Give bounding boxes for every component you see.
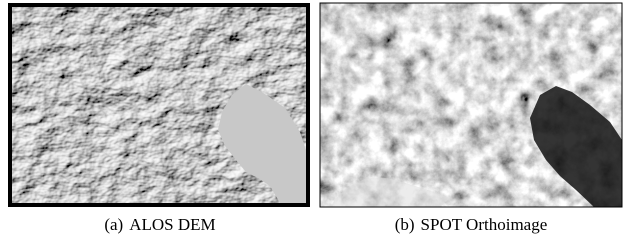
figure: (a) ALOS DEM (b) SPOT Orthoimage xyxy=(0,0,631,243)
caption-label: (a) xyxy=(104,215,123,234)
subfigure-a: (a) ALOS DEM xyxy=(8,3,310,234)
subfigure-b: (b) SPOT Orthoimage xyxy=(320,3,622,234)
caption: (b) SPOT Orthoimage xyxy=(395,215,548,234)
caption-text: ALOS DEM xyxy=(129,215,215,234)
caption: (a) ALOS DEM xyxy=(104,215,215,234)
caption-text: SPOT Orthoimage xyxy=(421,215,548,234)
caption-label: (b) xyxy=(395,215,415,234)
